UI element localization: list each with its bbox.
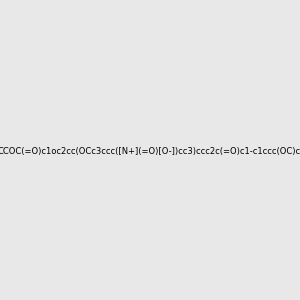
Text: CCOC(=O)c1oc2cc(OCc3ccc([N+](=O)[O-])cc3)ccc2c(=O)c1-c1ccc(OC)cc1: CCOC(=O)c1oc2cc(OCc3ccc([N+](=O)[O-])cc3… <box>0 147 300 156</box>
